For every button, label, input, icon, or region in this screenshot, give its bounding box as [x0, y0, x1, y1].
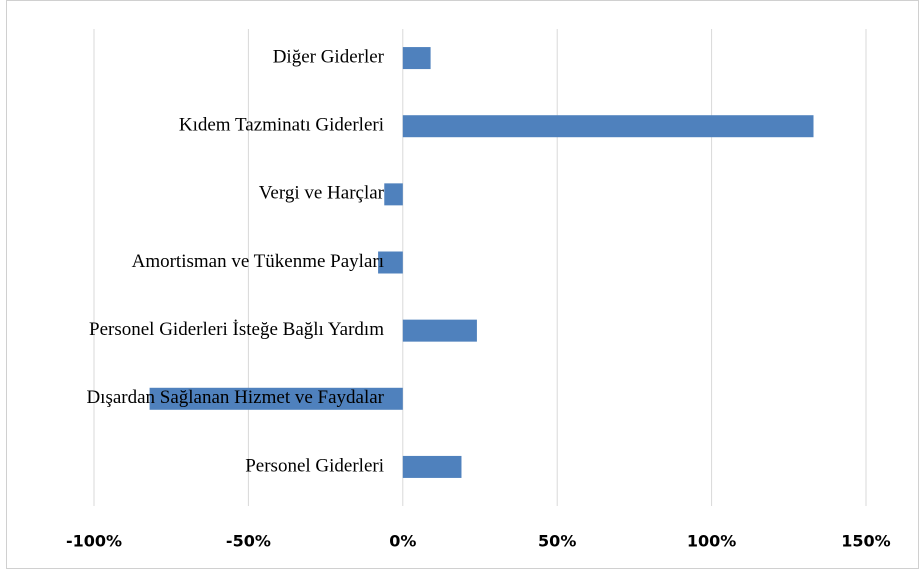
y-tick-label: Diğer Giderler — [273, 46, 385, 67]
x-tick-label: 100% — [687, 532, 736, 551]
bar — [402, 47, 431, 70]
x-tick-label: -100% — [66, 532, 122, 551]
y-tick-label: Amortisman ve Tükenme Payları — [132, 251, 384, 272]
bar — [402, 455, 462, 478]
bar — [402, 319, 477, 342]
y-tick-label: Dışardan Sağlanan Hizmet ve Faydalar — [86, 387, 384, 408]
bar — [378, 251, 403, 274]
y-tick-label: Personel Giderleri İsteğe Bağlı Yardım — [89, 319, 384, 340]
y-tick-label: Personel Giderleri — [245, 455, 384, 476]
y-tick-label: Vergi ve Harçlar — [259, 183, 385, 204]
bar — [149, 387, 403, 410]
x-tick-label: -50% — [226, 532, 271, 551]
x-tick-label: 0% — [389, 532, 416, 551]
bar — [402, 115, 814, 138]
x-tick-label: 150% — [841, 532, 890, 551]
y-tick-label: Kıdem Tazminatı Giderleri — [179, 115, 384, 136]
x-tick-label: 50% — [538, 532, 576, 551]
chart-frame — [6, 0, 919, 569]
bar — [384, 183, 403, 206]
